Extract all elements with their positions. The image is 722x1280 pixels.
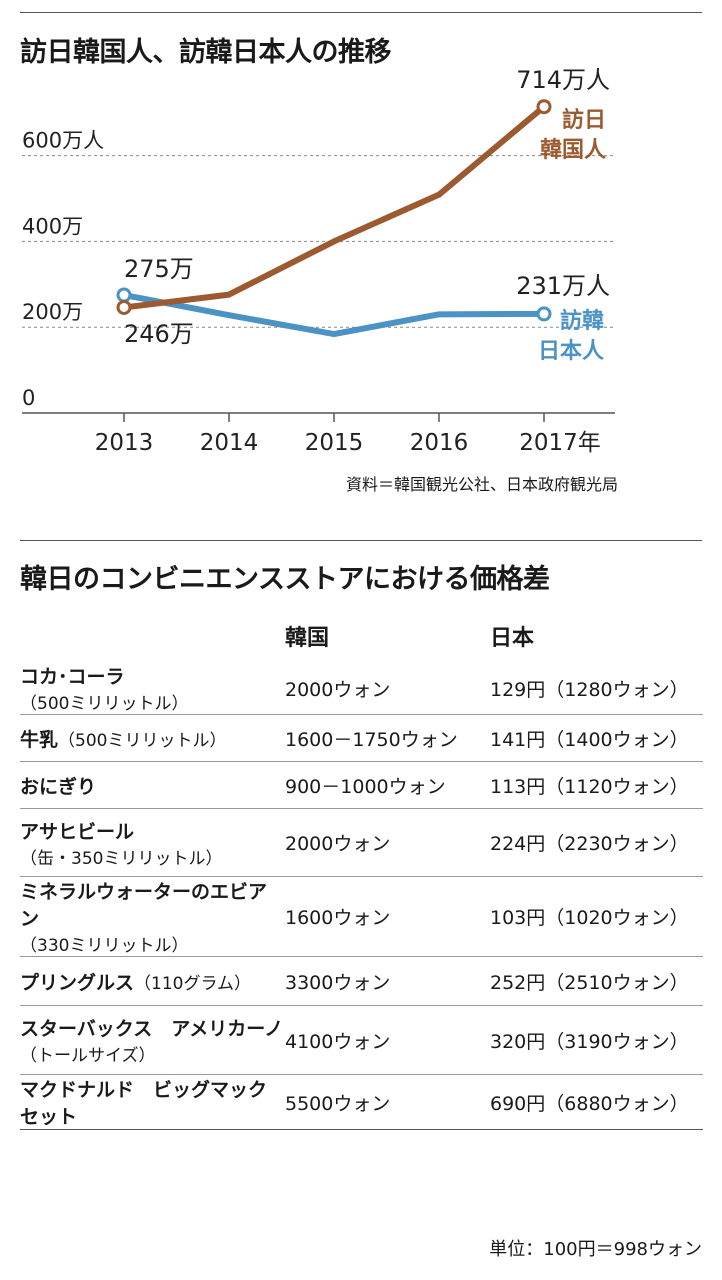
data-label: 231万人: [516, 272, 610, 300]
y-tick-label: 600万人: [22, 129, 104, 153]
japan-price: 690円（6880ウォン）: [490, 1074, 703, 1130]
table-title: 韓日のコンビニエンスストアにおける価格差: [20, 564, 550, 595]
table-row: コカ･コーラ （500ミリリットル） 2000ウォン 129円（1280ウォン）: [20, 662, 703, 715]
item-cell: スターバックス アメリカーノ （トールサイズ）: [20, 1005, 285, 1075]
item-note: （330ミリリットル）: [20, 936, 189, 956]
header-korea: 韓国: [285, 626, 330, 651]
item-note: （500ミリリットル）: [20, 694, 189, 714]
item-cell: プリングルス（110グラム）: [20, 956, 285, 1006]
data-label: 714万人: [516, 66, 610, 94]
korea-price: 1600ウォン: [285, 876, 490, 957]
x-tick-label: 2015: [305, 430, 364, 456]
series-label: 訪韓: [560, 308, 604, 334]
table-row: プリングルス（110グラム） 3300ウォン 252円（2510ウォン）: [20, 956, 703, 1006]
item-cell: コカ･コーラ （500ミリリットル）: [20, 662, 285, 715]
korea-price: 2000ウォン: [285, 662, 490, 715]
chart-title: 訪日韓国人、訪韓日本人の推移: [20, 37, 392, 68]
korea-price: 2000ウォン: [285, 808, 490, 877]
item-cell: マクドナルド ビッグマックセット: [20, 1074, 285, 1130]
data-label: 246万: [124, 320, 194, 348]
item-name: スターバックス アメリカーノ: [20, 1018, 284, 1040]
item-note: （トールサイズ）: [20, 1046, 156, 1066]
item-name: コカ･コーラ: [20, 666, 125, 688]
series-label: 訪日: [562, 107, 606, 133]
item-note: （110グラム）: [134, 973, 251, 994]
japan-price: 224円（2230ウォン）: [490, 808, 703, 877]
item-cell: 牛乳（500ミリリットル）: [20, 714, 285, 762]
korea-price: 900－1000ウォン: [285, 761, 490, 809]
japan-price: 141円（1400ウォン）: [490, 714, 703, 762]
korea-price: 4100ウォン: [285, 1005, 490, 1075]
item-cell: アサヒビール （缶・350ミリリットル）: [20, 808, 285, 877]
x-tick-label: 2014: [200, 430, 259, 456]
japan-price: 129円（1280ウォン）: [490, 662, 703, 715]
item-name: マクドナルド ビッグマックセット: [20, 1079, 268, 1128]
table-row: 牛乳（500ミリリットル） 1600－1750ウォン 141円（1400ウォン）: [20, 714, 703, 762]
table-row: ミネラルウォーターのエビアン （330ミリリットル） 1600ウォン 103円（102…: [20, 876, 703, 957]
japan-price: 113円（1120ウォン）: [490, 761, 703, 809]
item-note: （500ミリリットル）: [58, 730, 227, 751]
table-row: マクドナルド ビッグマックセット 5500ウォン 690円（6880ウォン）: [20, 1074, 703, 1130]
price-table: 韓国 日本 コカ･コーラ（500ミリリットル） 2000ウォン 129円（1280ウ…: [20, 610, 703, 1130]
item-name: 牛乳: [20, 728, 59, 751]
item-cell: ミネラルウォーターのエビアン （330ミリリットル）: [20, 876, 285, 957]
x-tick-label: 2013: [95, 430, 154, 456]
data-point: [536, 306, 552, 322]
item-name: アサヒビール: [20, 820, 135, 843]
korea-price: 3300ウォン: [285, 956, 490, 1006]
header-item: [20, 610, 285, 662]
item-name: おにぎり: [20, 775, 97, 798]
data-point: [116, 287, 132, 303]
unit-note: 単位：100円＝998ウォン: [489, 1239, 702, 1260]
top-rule: [20, 12, 702, 13]
y-tick-label: 200万: [22, 300, 83, 324]
table-row: おにぎり 900－1000ウォン 113円（1120ウォン）: [20, 761, 703, 809]
item-name: プリングルス: [20, 971, 135, 994]
header-japan: 日本: [490, 626, 535, 651]
japan-price: 320円（3190ウォン）: [490, 1005, 703, 1075]
series-line: [121, 292, 547, 338]
line-chart: 0 200万 400万 600万人 2013 2014 2015 2016 2017年 275万 2…: [22, 66, 615, 456]
mid-rule: [20, 540, 702, 541]
japan-price: 103円（1020ウォン）: [490, 876, 703, 957]
item-note: （缶・350ミリリットル）: [20, 848, 223, 869]
table-row: アサヒビール （缶・350ミリリットル） 2000ウォン 224円（2230ウォン）: [20, 808, 703, 877]
data-point: [536, 99, 552, 115]
korea-price: 5500ウォン: [285, 1074, 490, 1130]
korea-price: 1600－1750ウォン: [285, 714, 490, 762]
y-tick-label: 0: [22, 386, 35, 410]
series-line: [121, 103, 547, 311]
x-tick-label: 2017年: [519, 430, 601, 456]
data-label: 275万: [124, 255, 194, 283]
x-tick-label: 2016: [410, 430, 469, 456]
source-note: 資料＝韓国観光公社、日本政府観光局: [345, 475, 618, 494]
table-header-row: 韓国 日本: [20, 610, 703, 662]
data-point: [116, 299, 132, 315]
table-row: スターバックス アメリカーノ （トールサイズ） 4100ウォン 320円（3190ウォ…: [20, 1005, 703, 1075]
japan-price: 252円（2510ウォン）: [490, 956, 703, 1006]
y-tick-label: 400万: [22, 214, 83, 238]
item-cell: おにぎり: [20, 761, 285, 809]
series-label: 日本人: [538, 339, 604, 364]
series-label: 韓国人: [540, 137, 606, 163]
item-name: ミネラルウォーターのエビアン: [20, 881, 268, 930]
